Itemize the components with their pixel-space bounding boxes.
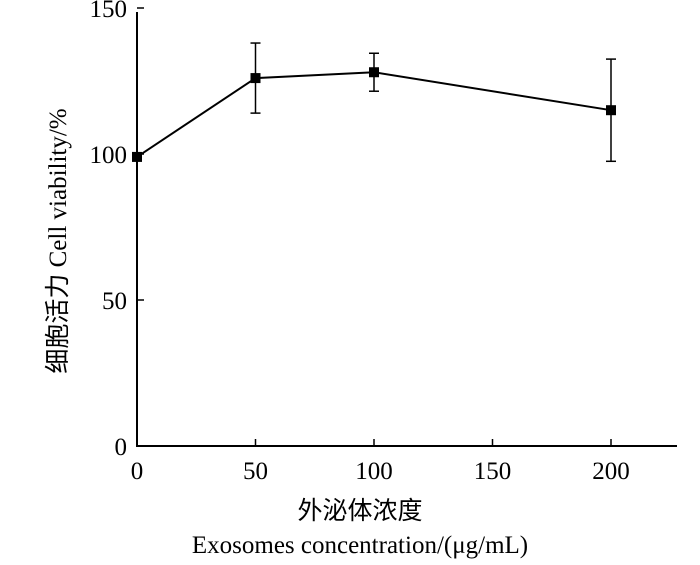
- x-tick-label: 150: [474, 458, 512, 485]
- x-tick-label: 50: [243, 458, 268, 485]
- axes: [136, 12, 677, 447]
- y-axis-title: 细胞活力 Cell viability/%: [44, 108, 72, 373]
- y-tick-label: 150: [90, 0, 128, 23]
- x-axis-title-chinese: 外泌体浓度: [297, 497, 422, 525]
- y-tick-label: 100: [90, 142, 128, 169]
- ticks: 0 50 100 150 200 0 50 100 150: [90, 0, 630, 485]
- x-tick-label: 0: [131, 458, 144, 485]
- series-line: [136, 71, 612, 158]
- x-tick-label: 100: [355, 458, 393, 485]
- y-tick-label: 50: [102, 288, 127, 315]
- x-tick-label: 200: [592, 458, 630, 485]
- data-point-marker: [250, 73, 261, 84]
- series: [132, 42, 616, 163]
- y-tick-label: 0: [115, 434, 128, 461]
- data-point-marker: [606, 105, 616, 116]
- x-axis-title-english: Exosomes concentration/(μg/mL): [192, 532, 528, 559]
- data-point-marker: [132, 151, 142, 162]
- data-point-marker: [369, 67, 379, 78]
